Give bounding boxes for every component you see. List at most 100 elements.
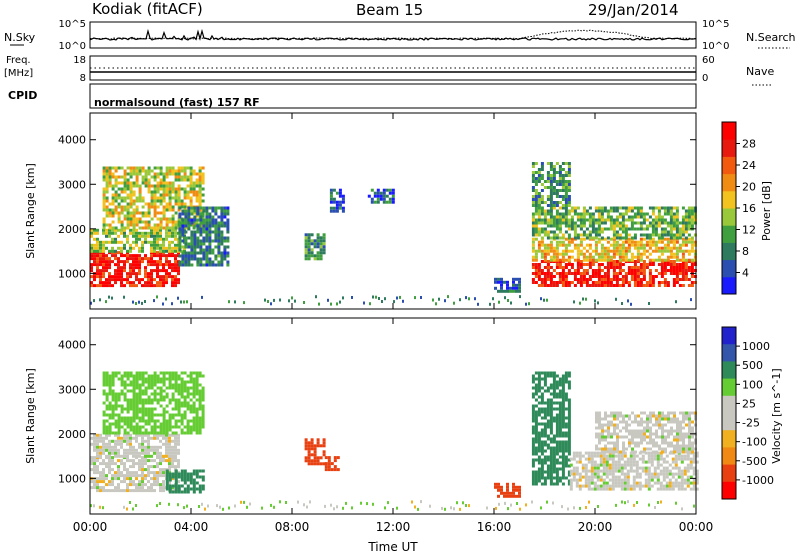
- heatmap-cell: [165, 442, 168, 446]
- heatmap-cell: [537, 401, 541, 405]
- heatmap-cell: [587, 454, 591, 458]
- heatmap-cell: [662, 475, 666, 479]
- heatmap-cell: [636, 266, 640, 269]
- heatmap-cell: [168, 187, 172, 191]
- heatmap-cell: [620, 457, 624, 461]
- heatmap-cell: [590, 454, 594, 458]
- heatmap-cell: [192, 380, 196, 384]
- heatmap-cell: [187, 227, 191, 231]
- heatmap-cell: [120, 419, 124, 423]
- heatmap-cell: [193, 251, 197, 255]
- heatmap-cell: [558, 183, 562, 186]
- heatmap-cell: [150, 401, 154, 405]
- heatmap-cell: [129, 389, 133, 393]
- heatmap-cell: [540, 269, 544, 272]
- heatmap-cell: [186, 490, 190, 494]
- heatmap-cell: [595, 444, 598, 448]
- heatmap-cell: [662, 469, 666, 473]
- heatmap-cell: [540, 407, 544, 411]
- heatmap-cell: [162, 240, 165, 244]
- heatmap-cell: [627, 284, 631, 287]
- heatmap-cell: [132, 471, 135, 475]
- heatmap-cell: [651, 249, 655, 253]
- heatmap-cell: [537, 275, 541, 278]
- heatmap-cell: [379, 197, 383, 201]
- heatmap-cell: [677, 457, 681, 461]
- heatmap-cell: [610, 420, 613, 424]
- heatmap-cell: [322, 441, 326, 445]
- heatmap-cell: [165, 237, 168, 241]
- heatmap-cell: [162, 237, 165, 241]
- heatmap-cell: [93, 456, 96, 460]
- heatmap-cell: [525, 302, 527, 306]
- heatmap-cell: [671, 475, 675, 479]
- heatmap-cell: [102, 169, 106, 173]
- heatmap-cell: [531, 165, 535, 168]
- heatmap-cell: [531, 221, 535, 225]
- heatmap-cell: [534, 218, 538, 222]
- heatmap-cell: [693, 218, 697, 222]
- heatmap-cell: [135, 254, 138, 258]
- heatmap-cell: [578, 478, 582, 482]
- heatmap-cell: [615, 246, 619, 250]
- heatmap-cell: [670, 432, 673, 436]
- heatmap-cell: [651, 258, 655, 262]
- heatmap-cell: [537, 206, 541, 210]
- heatmap-cell: [105, 419, 109, 423]
- heatmap-cell: [162, 459, 165, 463]
- heatmap-cell: [578, 487, 582, 491]
- heatmap-cell: [135, 380, 139, 384]
- heatmap-cell: [676, 444, 679, 448]
- heatmap-cell: [126, 220, 130, 224]
- heatmap-cell: [165, 193, 169, 197]
- heatmap-cell: [670, 420, 673, 424]
- heatmap-cell: [105, 246, 108, 250]
- heatmap-cell: [534, 252, 538, 256]
- heatmap-cell: [618, 215, 622, 219]
- velocity-heatmap: [90, 371, 699, 511]
- heatmap-cell: [537, 243, 541, 247]
- heatmap-cell: [180, 484, 184, 488]
- heatmap-cell: [634, 432, 637, 436]
- heatmap-cell: [676, 441, 679, 445]
- heatmap-cell: [546, 446, 550, 450]
- heatmap-cell: [108, 445, 111, 449]
- heatmap-cell: [600, 275, 604, 278]
- heatmap-cell: [626, 481, 630, 485]
- heatmap-cell: [174, 398, 178, 402]
- heatmap-cell: [681, 255, 685, 259]
- heatmap-cell: [512, 283, 515, 287]
- heatmap-cell: [183, 490, 187, 494]
- heatmap-cell: [582, 269, 586, 272]
- heatmap-cell: [310, 462, 314, 466]
- heatmap-cell: [105, 284, 108, 288]
- heatmap-cell: [596, 472, 600, 476]
- heatmap-cell: [579, 218, 583, 222]
- heatmap-cell: [564, 284, 568, 287]
- heatmap-cell: [171, 169, 175, 173]
- heatmap-cell: [177, 178, 181, 182]
- heatmap-cell: [168, 422, 172, 426]
- heatmap-cell: [573, 209, 577, 213]
- heatmap-cell: [546, 284, 550, 287]
- heatmap-cell: [126, 459, 129, 463]
- colorbar-swatch: [722, 225, 736, 243]
- heatmap-cell: [666, 212, 670, 216]
- heatmap-cell: [639, 269, 643, 272]
- heatmap-cell: [199, 257, 203, 261]
- heatmap-cell: [195, 425, 199, 429]
- heatmap-cell: [549, 258, 553, 262]
- heatmap-cell: [670, 444, 673, 448]
- heatmap-cell: [693, 212, 697, 216]
- heatmap-cell: [105, 428, 109, 432]
- heatmap-cell: [313, 444, 317, 448]
- heatmap-cell: [636, 284, 640, 287]
- heatmap-cell: [96, 433, 99, 437]
- heatmap-cell: [313, 257, 317, 261]
- heatmap-cell: [552, 440, 556, 444]
- heatmap-cell: [138, 468, 141, 472]
- heatmap-cell: [117, 181, 121, 185]
- heatmap-cell: [144, 272, 147, 276]
- heatmap-cell: [659, 472, 663, 476]
- heatmap-cell: [165, 187, 169, 191]
